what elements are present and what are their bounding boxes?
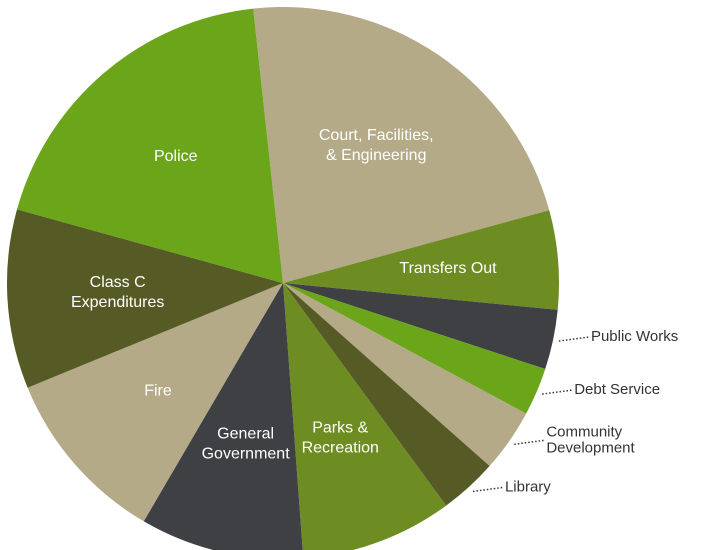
pie-slice — [143, 283, 303, 550]
slice-label: Police — [154, 148, 198, 165]
leader-line — [514, 439, 545, 446]
pie-slice — [283, 283, 558, 370]
pie-slice — [16, 8, 284, 284]
pie-slice — [283, 283, 490, 506]
pie-slice — [253, 6, 550, 283]
slice-label: Court, Facilities, & Engineering — [319, 127, 434, 164]
slice-label: Community Development — [546, 423, 635, 456]
slice-label: Transfers Out — [399, 260, 497, 277]
pie-slice — [283, 210, 559, 310]
pie-slice — [283, 283, 447, 550]
slice-label: Fire — [144, 383, 172, 400]
slice-label: Debt Service — [574, 381, 660, 398]
pie-slice — [6, 209, 284, 388]
leader-line — [472, 486, 504, 493]
pie-slice — [27, 283, 283, 522]
slice-label: Parks & Recreation — [302, 420, 379, 457]
slice-label: Class C Expenditures — [71, 274, 164, 311]
slice-label: Library — [505, 478, 551, 495]
pie-slice — [283, 283, 546, 414]
leader-line — [558, 336, 590, 342]
pie-slice — [283, 283, 527, 467]
leader-line — [542, 389, 573, 395]
slice-label: Public Works — [591, 328, 678, 345]
slice-label: General Government — [202, 426, 291, 463]
